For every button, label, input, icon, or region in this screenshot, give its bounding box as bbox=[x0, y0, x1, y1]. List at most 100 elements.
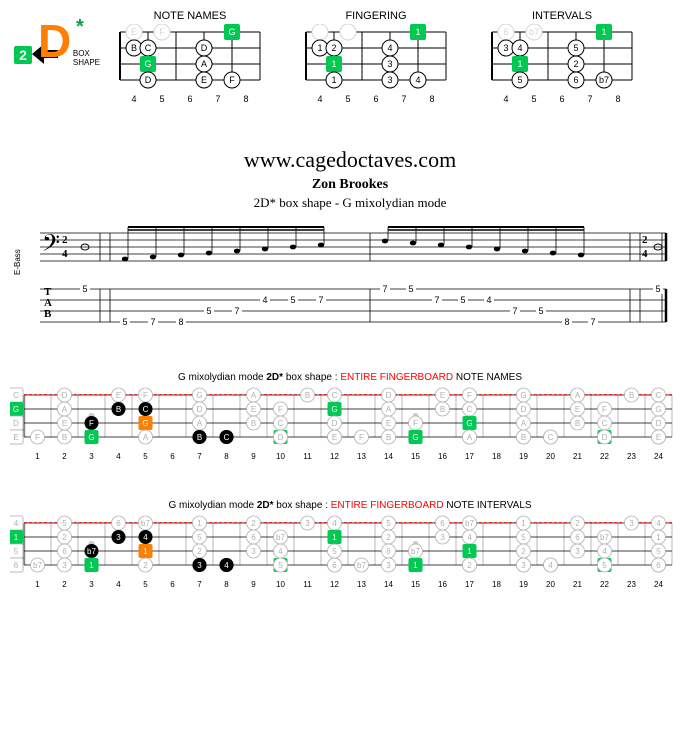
svg-text:1: 1 bbox=[601, 27, 606, 37]
svg-text:G: G bbox=[13, 405, 19, 414]
svg-text:8: 8 bbox=[224, 580, 229, 589]
svg-text:8: 8 bbox=[564, 317, 569, 327]
svg-text:8: 8 bbox=[615, 94, 620, 104]
svg-text:E: E bbox=[13, 433, 18, 442]
svg-text:12: 12 bbox=[330, 452, 339, 461]
svg-text:b7: b7 bbox=[465, 519, 474, 528]
svg-text:b7: b7 bbox=[600, 533, 609, 542]
svg-text:B: B bbox=[305, 391, 310, 400]
svg-text:9: 9 bbox=[251, 452, 256, 461]
svg-text:18: 18 bbox=[492, 452, 501, 461]
svg-text:5: 5 bbox=[206, 306, 211, 316]
svg-text:D: D bbox=[386, 391, 392, 400]
svg-text:2: 2 bbox=[197, 547, 202, 556]
svg-text:4: 4 bbox=[62, 248, 68, 260]
svg-text:5: 5 bbox=[332, 547, 337, 556]
svg-text:E: E bbox=[440, 391, 445, 400]
svg-text:5: 5 bbox=[521, 533, 526, 542]
svg-text:5: 5 bbox=[14, 547, 19, 556]
svg-text:E-Bass: E-Bass bbox=[13, 249, 22, 275]
svg-text:4: 4 bbox=[415, 75, 420, 85]
svg-text:G: G bbox=[142, 419, 148, 428]
svg-text:b7: b7 bbox=[87, 547, 96, 556]
svg-text:5: 5 bbox=[655, 284, 660, 294]
staff-svg: 𝄢24E-Bass24TAB5578574577575475875 bbox=[10, 225, 670, 341]
svg-text:11: 11 bbox=[303, 452, 312, 461]
svg-text:3: 3 bbox=[387, 75, 392, 85]
svg-text:2: 2 bbox=[575, 519, 580, 528]
long-boards-container: G mixolydian mode 2D* box shape : ENTIRE… bbox=[10, 372, 690, 602]
svg-text:23: 23 bbox=[627, 452, 636, 461]
svg-text:7: 7 bbox=[590, 317, 595, 327]
svg-text:1: 1 bbox=[415, 27, 420, 37]
svg-text:7: 7 bbox=[197, 452, 202, 461]
svg-text:4: 4 bbox=[602, 547, 607, 556]
svg-text:3: 3 bbox=[386, 561, 391, 570]
music-staff: 𝄢24E-Bass24TAB5578574577575475875 bbox=[10, 225, 690, 346]
svg-text:1: 1 bbox=[332, 533, 337, 542]
svg-text:4: 4 bbox=[332, 519, 337, 528]
svg-text:A: A bbox=[521, 419, 527, 428]
logo-star: * bbox=[76, 16, 84, 39]
svg-text:B: B bbox=[386, 433, 391, 442]
svg-text:1: 1 bbox=[467, 547, 472, 556]
svg-text:6: 6 bbox=[440, 519, 445, 528]
site-url: www.cagedoctaves.com bbox=[10, 147, 690, 173]
svg-text:3: 3 bbox=[116, 533, 121, 542]
svg-text:1: 1 bbox=[413, 561, 418, 570]
svg-text:3: 3 bbox=[629, 519, 634, 528]
svg-text:3: 3 bbox=[62, 561, 67, 570]
svg-text:5: 5 bbox=[197, 533, 202, 542]
svg-text:5: 5 bbox=[602, 561, 607, 570]
svg-text:E: E bbox=[201, 75, 207, 85]
svg-text:18: 18 bbox=[492, 580, 501, 589]
logo-box: 2 D * BOXSHAPE bbox=[10, 10, 100, 90]
svg-text:C: C bbox=[656, 391, 662, 400]
svg-text:3: 3 bbox=[440, 533, 445, 542]
svg-text:5: 5 bbox=[517, 75, 522, 85]
svg-text:F: F bbox=[413, 419, 418, 428]
svg-text:1: 1 bbox=[517, 59, 522, 69]
svg-text:13: 13 bbox=[357, 580, 366, 589]
svg-text:4: 4 bbox=[278, 547, 283, 556]
small-board: NOTE NAMESEFGBCDGADEF45678 bbox=[108, 10, 272, 117]
svg-text:3: 3 bbox=[503, 43, 508, 53]
svg-text:8: 8 bbox=[243, 94, 248, 104]
svg-text:D: D bbox=[145, 75, 152, 85]
svg-text:6: 6 bbox=[187, 94, 192, 104]
svg-text:5: 5 bbox=[62, 519, 67, 528]
svg-text:4: 4 bbox=[224, 561, 229, 570]
svg-text:b7: b7 bbox=[411, 547, 420, 556]
svg-text:2: 2 bbox=[251, 519, 256, 528]
svg-text:24: 24 bbox=[654, 580, 663, 589]
small-board-svg: 11241313445678 bbox=[294, 24, 458, 112]
svg-text:A: A bbox=[197, 419, 203, 428]
svg-text:6: 6 bbox=[503, 27, 508, 37]
svg-text:8: 8 bbox=[224, 452, 229, 461]
svg-text:4: 4 bbox=[467, 533, 472, 542]
subtitle: 2D* box shape - G mixolydian mode bbox=[10, 195, 690, 211]
svg-text:5: 5 bbox=[408, 284, 413, 294]
svg-text:C: C bbox=[143, 405, 149, 414]
svg-text:19: 19 bbox=[519, 452, 528, 461]
svg-text:E: E bbox=[116, 391, 121, 400]
svg-text:C: C bbox=[278, 419, 284, 428]
svg-text:b7: b7 bbox=[33, 561, 42, 570]
svg-text:6: 6 bbox=[573, 75, 578, 85]
svg-text:G: G bbox=[196, 391, 202, 400]
svg-text:2: 2 bbox=[386, 533, 391, 542]
small-board-title: FINGERING bbox=[294, 10, 458, 22]
svg-text:G: G bbox=[144, 59, 151, 69]
svg-text:b7: b7 bbox=[141, 519, 150, 528]
svg-text:b7: b7 bbox=[529, 27, 539, 37]
svg-text:5: 5 bbox=[82, 284, 87, 294]
svg-text:A: A bbox=[386, 405, 392, 414]
svg-text:G: G bbox=[412, 433, 418, 442]
svg-text:A: A bbox=[62, 405, 68, 414]
svg-text:5: 5 bbox=[278, 561, 283, 570]
svg-text:17: 17 bbox=[465, 580, 474, 589]
svg-text:A: A bbox=[575, 391, 581, 400]
svg-text:6: 6 bbox=[559, 94, 564, 104]
top-row: 2 D * BOXSHAPE NOTE NAMESEFGBCDGADEF4567… bbox=[10, 10, 690, 117]
svg-text:b7: b7 bbox=[276, 533, 285, 542]
